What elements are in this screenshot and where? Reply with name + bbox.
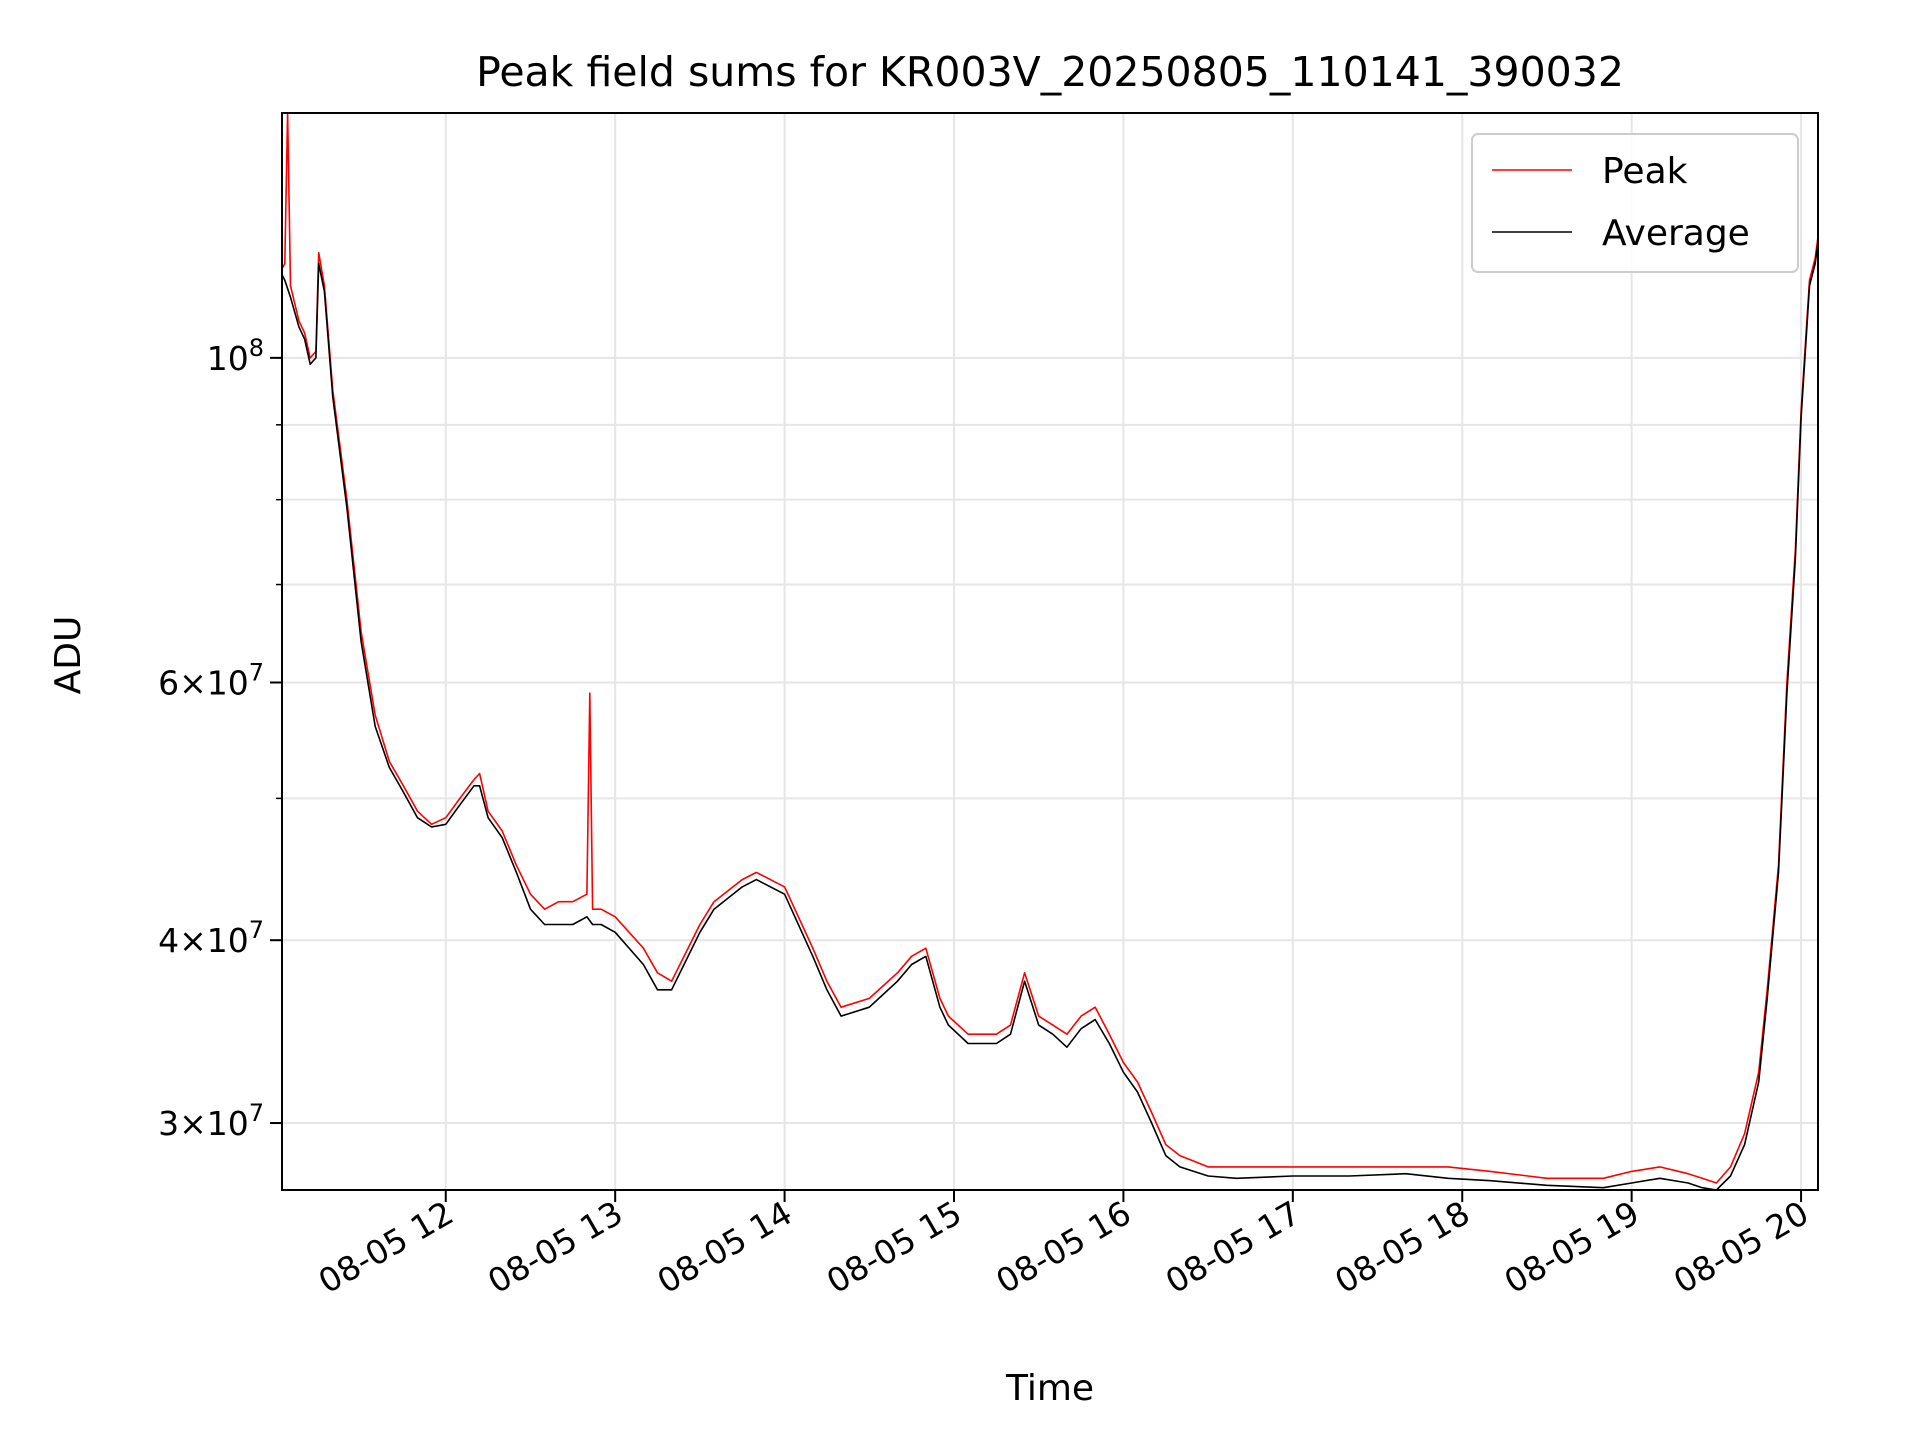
- y-tick-label: 3×107: [158, 1099, 264, 1143]
- legend-label-peak: Peak: [1602, 151, 1688, 192]
- series-line-peak: [281, 112, 1819, 1184]
- y-tick-label: 6×107: [158, 659, 264, 703]
- grid-lines: [282, 113, 1818, 1190]
- chart-title: Peak field sums for KR003V_20250805_1101…: [476, 48, 1624, 96]
- y-axis-label: ADU: [48, 616, 89, 695]
- legend: Peak Average: [1471, 133, 1799, 273]
- series-line-average: [281, 241, 1819, 1191]
- legend-label-average: Average: [1602, 213, 1750, 254]
- legend-box: [1471, 133, 1799, 273]
- x-axis-label: Time: [1005, 1368, 1094, 1409]
- y-tick-label: 4×107: [158, 916, 264, 960]
- series-lines: [281, 112, 1819, 1191]
- y-tick-label: 108: [207, 334, 264, 378]
- plot-frame: [281, 112, 1819, 1191]
